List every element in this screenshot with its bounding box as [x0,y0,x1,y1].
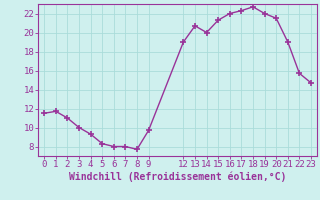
X-axis label: Windchill (Refroidissement éolien,°C): Windchill (Refroidissement éolien,°C) [69,172,286,182]
